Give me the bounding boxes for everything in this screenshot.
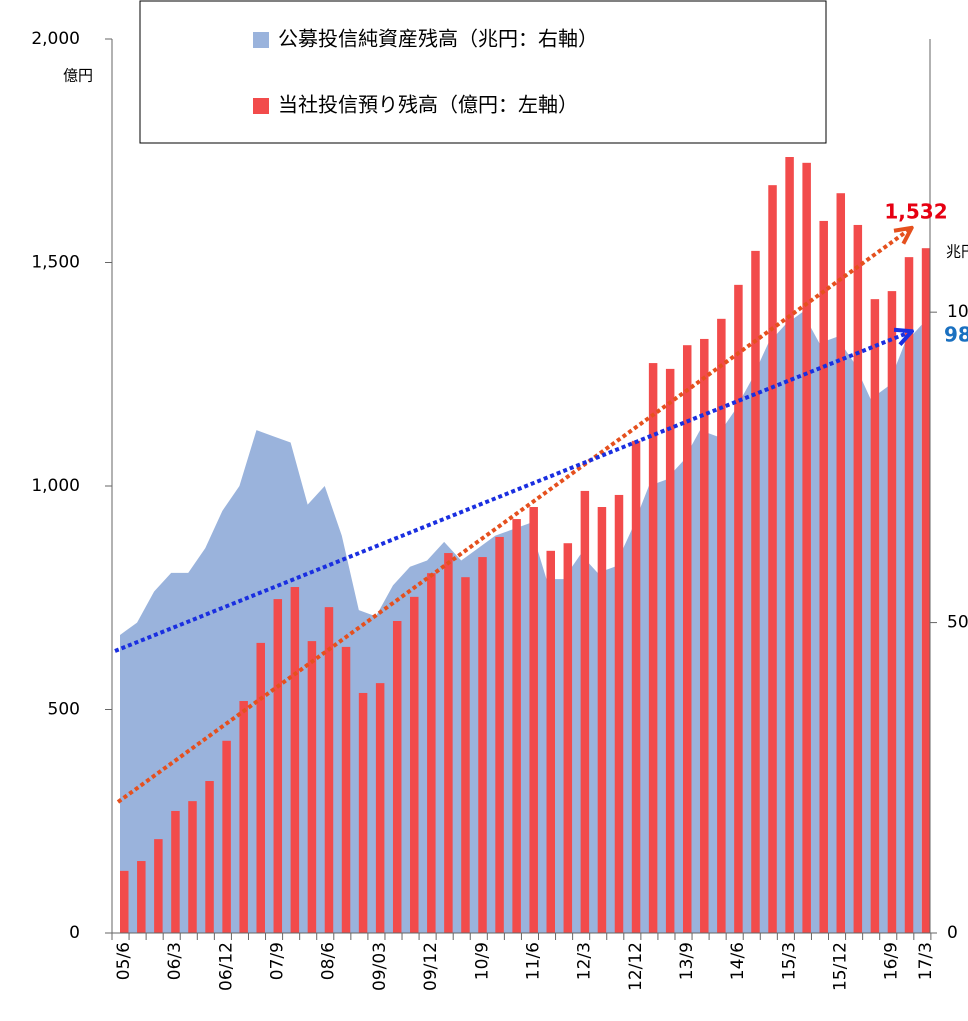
bar — [188, 801, 197, 933]
x-tick-label: 15/12 — [831, 942, 851, 991]
bar — [819, 220, 828, 933]
y-tick-label: 2,000 — [31, 29, 80, 49]
bar — [495, 536, 504, 933]
x-tick-label: 11/6 — [523, 942, 543, 980]
y2-tick-label: 100 — [947, 302, 968, 322]
bar — [222, 740, 231, 933]
bar — [648, 363, 658, 933]
bar — [375, 683, 385, 933]
bar — [785, 157, 794, 933]
bar — [392, 620, 402, 933]
bar — [904, 257, 914, 933]
bar — [836, 193, 846, 934]
data-label: 98 — [944, 323, 968, 347]
bar — [665, 368, 675, 933]
bar — [341, 646, 351, 933]
x-tick-label: 13/9 — [677, 942, 697, 980]
bar — [324, 607, 334, 933]
x-tick-label: 12/12 — [626, 942, 646, 991]
y-tick-label: 500 — [48, 700, 80, 720]
bar — [682, 345, 692, 933]
bar — [631, 440, 641, 933]
bar — [410, 596, 419, 933]
x-tick-label: 12/3 — [575, 942, 595, 980]
bar — [853, 224, 863, 933]
bar — [563, 543, 573, 933]
y-tick-label: 1,500 — [31, 253, 80, 273]
bar — [802, 162, 811, 934]
x-tick-label: 17/3 — [916, 942, 936, 980]
bar — [307, 641, 317, 933]
bar — [597, 507, 607, 933]
legend-swatch — [253, 32, 269, 48]
bar — [751, 250, 760, 934]
bar — [171, 810, 180, 933]
x-tick-label: 10/9 — [472, 942, 492, 980]
x-tick-label: 06/12 — [216, 942, 236, 991]
y-tick-label: 0 — [69, 923, 80, 943]
bar — [461, 577, 470, 933]
x-tick-label: 14/6 — [728, 942, 748, 980]
x-tick-label: 05/6 — [114, 942, 134, 980]
bar — [717, 318, 726, 933]
x-tick-label: 16/9 — [882, 942, 902, 980]
bar — [870, 299, 880, 933]
legend-label: 公募投信純資産残高（兆円：右軸） — [278, 27, 598, 51]
legend: 公募投信純資産残高（兆円：右軸） 当社投信預り残高（億円：左軸） — [253, 27, 598, 117]
plot-area — [120, 157, 931, 934]
bar — [273, 599, 283, 933]
bar — [154, 839, 163, 933]
bar — [358, 692, 368, 933]
bar — [137, 861, 146, 933]
legend-box — [139, 0, 827, 144]
y2-tick-label: 0 — [947, 923, 958, 943]
bar — [444, 553, 453, 933]
bar — [921, 248, 931, 934]
bar — [768, 185, 777, 933]
bar — [580, 490, 590, 933]
legend-label: 当社投信預り残高（億円：左軸） — [278, 93, 578, 117]
trend-arrow — [116, 229, 910, 804]
x-tick-label: 15/3 — [779, 942, 799, 980]
x-tick-label: 09/12 — [421, 942, 441, 991]
bar — [700, 338, 709, 933]
bar — [120, 870, 129, 933]
bar — [239, 701, 248, 933]
bar — [256, 642, 265, 933]
x-tick-label: 06/3 — [165, 942, 185, 980]
bar — [546, 550, 555, 933]
y-unit: 億円 — [63, 67, 93, 85]
bar — [427, 573, 436, 933]
bar — [734, 284, 743, 934]
bar — [205, 781, 214, 933]
bar — [478, 557, 487, 933]
bar — [887, 291, 897, 933]
y2-tick-label: 50 — [947, 613, 968, 633]
x-tick-label: 08/6 — [319, 942, 339, 980]
data-label: 1,532 — [884, 200, 947, 224]
bar — [512, 519, 521, 933]
x-tick-label: 07/9 — [268, 942, 288, 980]
bar — [290, 587, 300, 933]
bar — [529, 507, 538, 933]
trend-arrow — [114, 332, 910, 653]
y2-unit: 兆円 — [946, 243, 968, 261]
x-tick-label: 09/03 — [370, 942, 390, 991]
bar — [614, 494, 624, 933]
legend-swatch — [253, 98, 269, 114]
y-tick-label: 1,000 — [31, 476, 80, 496]
